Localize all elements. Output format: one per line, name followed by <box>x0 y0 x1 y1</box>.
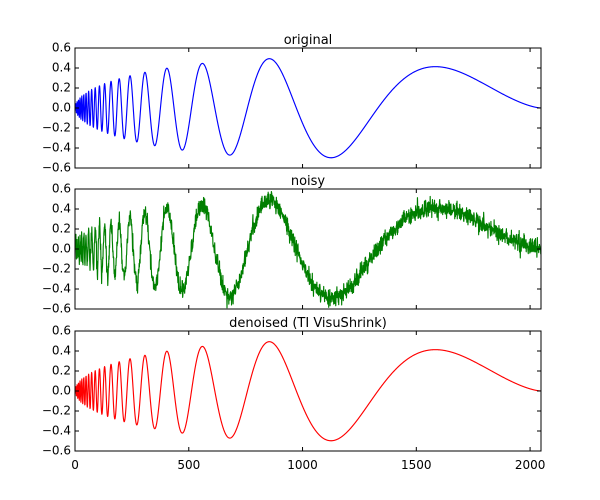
x-tick-labels: 0 500 1000 1500 2000 <box>71 458 545 472</box>
y-tick-label: −0.6 <box>42 444 71 458</box>
y-tick-label: 0.6 <box>52 41 71 55</box>
plot-panel-denoised: denoised (TI VisuShrink) 0.6 0.4 0.2 0.0… <box>42 316 546 472</box>
plot-title-original: original <box>284 33 333 48</box>
y-tick-label: 0.4 <box>52 61 71 75</box>
y-tick-label: −0.4 <box>42 141 71 155</box>
x-tick-label: 500 <box>177 458 200 472</box>
y-tick-labels: 0.6 0.4 0.2 0.0 −0.2 −0.4 −0.6 <box>42 324 71 458</box>
y-tick-label: 0.0 <box>52 242 71 256</box>
series-line-noisy <box>75 190 541 309</box>
y-tick-label: −0.6 <box>42 161 71 175</box>
y-tick-label: −0.4 <box>42 424 71 438</box>
x-tick-label: 1500 <box>401 458 432 472</box>
y-tick-labels: 0.6 0.4 0.2 0.0 −0.2 −0.4 −0.6 <box>42 41 71 175</box>
y-tick-label: 0.4 <box>52 344 71 358</box>
x-tick-label: 2000 <box>515 458 546 472</box>
y-tick-label: 0.2 <box>52 81 71 95</box>
y-tick-label: 0.6 <box>52 182 71 196</box>
y-tick-label: −0.2 <box>42 404 71 418</box>
y-tick-label: 0.2 <box>52 364 71 378</box>
y-tick-labels: 0.6 0.4 0.2 0.0 −0.2 −0.4 −0.6 <box>42 182 71 316</box>
x-tick-label: 0 <box>71 458 79 472</box>
y-tick-label: −0.6 <box>42 302 71 316</box>
series-line-original <box>75 58 541 159</box>
x-tick-label: 1000 <box>287 458 318 472</box>
y-tick-label: 0.0 <box>52 101 71 115</box>
y-tick-label: −0.2 <box>42 121 71 135</box>
y-tick-label: 0.4 <box>52 202 71 216</box>
plot-panel-original: original 0.6 0.4 0.2 0.0 −0.2 −0.4 −0.6 <box>42 33 542 175</box>
plot-panel-noisy: noisy 0.6 0.4 0.2 0.0 −0.2 −0.4 −0.6 <box>42 174 542 316</box>
y-tick-label: 0.0 <box>52 384 71 398</box>
y-tick-label: 0.6 <box>52 324 71 338</box>
y-tick-label: −0.4 <box>42 282 71 296</box>
y-tick-label: −0.2 <box>42 262 71 276</box>
y-tick-label: 0.2 <box>52 222 71 236</box>
series-line-denoised <box>75 341 541 442</box>
plot-title-noisy: noisy <box>291 174 326 189</box>
plot-title-denoised: denoised (TI VisuShrink) <box>229 316 387 331</box>
